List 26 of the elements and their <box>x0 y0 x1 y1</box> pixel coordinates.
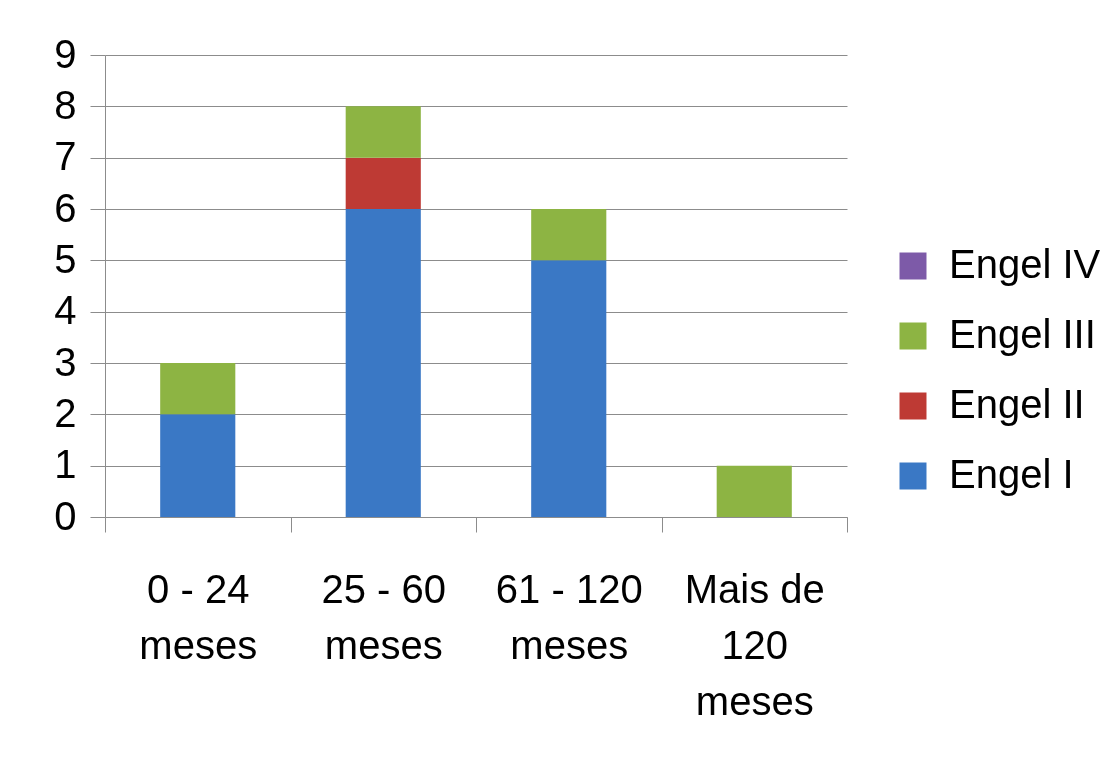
y-tick-label: 8 <box>54 82 77 127</box>
x-tick-label: 25 - 60 meses <box>321 566 447 667</box>
y-tick-label: 4 <box>54 288 77 333</box>
legend-label: Engel I <box>949 452 1074 496</box>
y-tick-label: 5 <box>54 236 77 281</box>
x-tick-label: Mais de 120 meses <box>684 566 825 723</box>
legend-label: Engel IV <box>949 242 1101 286</box>
bar <box>160 363 236 415</box>
bar <box>345 209 421 517</box>
legend-label: Engel III <box>949 312 1096 356</box>
bar <box>531 260 607 517</box>
y-tick-label: 1 <box>54 442 77 487</box>
y-tick-label: 0 <box>54 493 77 538</box>
legend-label: Engel II <box>949 382 1085 426</box>
x-tick-label: 61 - 120 meses <box>495 566 643 667</box>
y-tick-label: 3 <box>54 339 77 384</box>
y-tick-label: 6 <box>54 185 77 230</box>
y-tick-label: 7 <box>54 134 77 179</box>
y-tick-label: 9 <box>54 31 77 76</box>
bar <box>160 414 236 517</box>
bar <box>345 157 421 209</box>
bar <box>531 209 607 261</box>
bar <box>716 465 792 517</box>
bar <box>345 106 421 158</box>
y-tick-label: 2 <box>54 390 77 435</box>
x-tick-label: 0 - 24 meses <box>139 566 258 667</box>
